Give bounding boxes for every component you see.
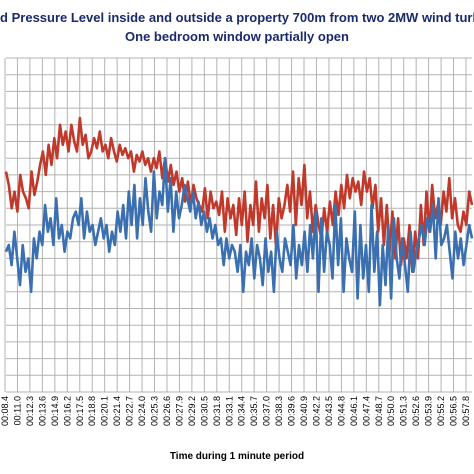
x-tick-label: 00:42.2 [311, 396, 321, 426]
x-tick-label: 00:12.3 [25, 396, 35, 426]
x-tick-label: 00:24.0 [137, 396, 147, 426]
x-tick-label: 00:33.1 [224, 396, 234, 426]
x-tick-label: 00:35.7 [249, 396, 259, 426]
horizontal-gridlines [6, 57, 472, 393]
x-tick-label: 00:26.6 [162, 396, 172, 426]
x-tick-label: 00:46.1 [349, 396, 359, 426]
x-tick-label: 00:57.8 [461, 396, 471, 426]
x-axis-ticks: 00:08.4 00:11.0 00:12.3 00:13.6 00:14.9 00:16… [0, 396, 471, 426]
x-tick-label: 00:52.6 [411, 396, 421, 426]
x-tick-label: 00:39.6 [287, 396, 297, 426]
x-tick-label: 00:13.6 [37, 396, 47, 426]
x-tick-label: 00:47.4 [361, 396, 371, 426]
x-tick-label: 00:37.0 [262, 396, 272, 426]
x-tick-label: 00:51.3 [399, 396, 409, 426]
x-tick-label: 00:20.1 [100, 396, 110, 426]
x-tick-label: 00:22.7 [125, 396, 135, 426]
x-tick-label: 00:40.9 [299, 396, 309, 426]
x-tick-label: 00:48.7 [374, 396, 384, 426]
x-tick-label: 00:17.5 [75, 396, 85, 426]
x-tick-label: 00:50.0 [386, 396, 396, 426]
x-tick-label: 00:08.4 [0, 396, 10, 426]
x-tick-label: 00:43.5 [324, 396, 334, 426]
x-tick-label: 00:18.8 [87, 396, 97, 426]
x-tick-label: 00:27.9 [174, 396, 184, 426]
x-tick-label: 00:11.0 [12, 396, 22, 425]
x-axis-label: Time during 1 minute period [170, 451, 304, 462]
x-tick-label: 00:44.8 [336, 396, 346, 426]
x-tick-label: 00:56.5 [449, 396, 459, 426]
vertical-gridlines [4, 58, 467, 392]
x-tick-label: 00:34.4 [237, 396, 247, 426]
series-line-inside [4, 156, 474, 307]
x-tick-label: 00:29.2 [187, 396, 197, 426]
plot-area [4, 57, 474, 393]
chart-title: Sound Pressure Level inside and outside … [0, 10, 474, 25]
x-tick-label: 00:53.9 [424, 396, 434, 426]
x-tick-label: 00:16.2 [62, 396, 72, 426]
x-tick-label: 00:30.5 [199, 396, 209, 426]
x-tick-label: 00:14.9 [50, 396, 60, 426]
chart-subtitle: One bedroom window partially open [125, 29, 349, 44]
x-tick-label: 00:55.2 [436, 396, 446, 426]
x-tick-label: 00:31.8 [212, 396, 222, 426]
series-lines [4, 116, 474, 307]
x-tick-label: 00:25.3 [150, 396, 160, 426]
x-tick-label: 00:21.4 [112, 396, 122, 426]
x-tick-label: 00:38.3 [274, 396, 284, 426]
